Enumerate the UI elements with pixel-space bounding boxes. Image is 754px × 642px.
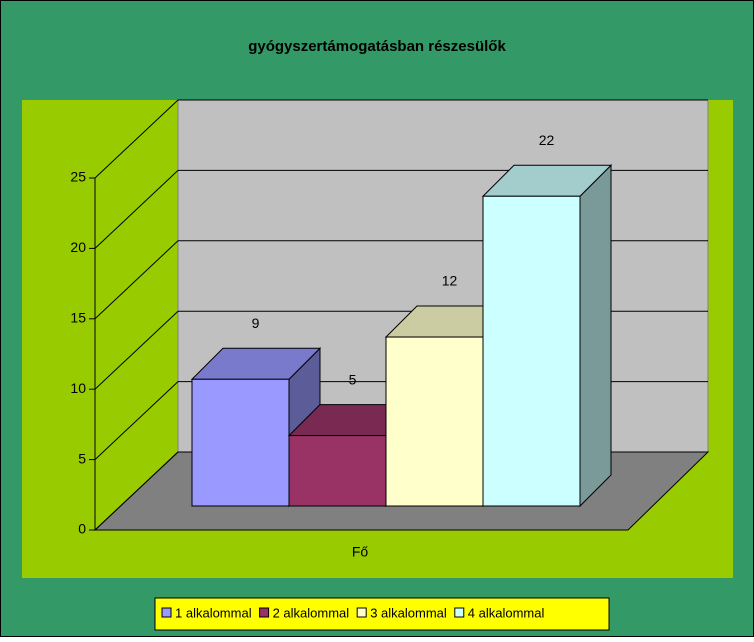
y-tick-label: 15 [70,310,86,326]
bar [385,336,484,507]
bar [482,195,581,507]
legend-label: 2 alkalommal [273,605,350,620]
legend-swatch [161,607,172,618]
y-tick-label: 25 [70,169,86,185]
chart-title: gyógyszertámogatásban részesülők [248,38,506,55]
data-label: 5 [349,371,357,387]
legend-label: 1 alkalommal [175,605,252,620]
legend [154,597,610,631]
bar [288,435,387,507]
bar-side [579,164,612,508]
y-tick-label: 5 [78,450,86,466]
y-tick-label: 0 [78,521,86,537]
legend-swatch [356,607,367,618]
bar [191,378,290,507]
data-label: 12 [442,273,458,289]
y-tick-label: 10 [70,380,86,396]
legend-label: 4 alkalommal [468,605,545,620]
legend-label: 3 alkalommal [370,605,447,620]
data-label: 9 [252,315,260,331]
grid-line [94,99,708,179]
x-tick-label: Fő [352,544,369,560]
data-label: 22 [539,132,555,148]
y-tick-label: 20 [70,239,86,255]
legend-swatch [259,607,270,618]
legend-swatch [454,607,465,618]
